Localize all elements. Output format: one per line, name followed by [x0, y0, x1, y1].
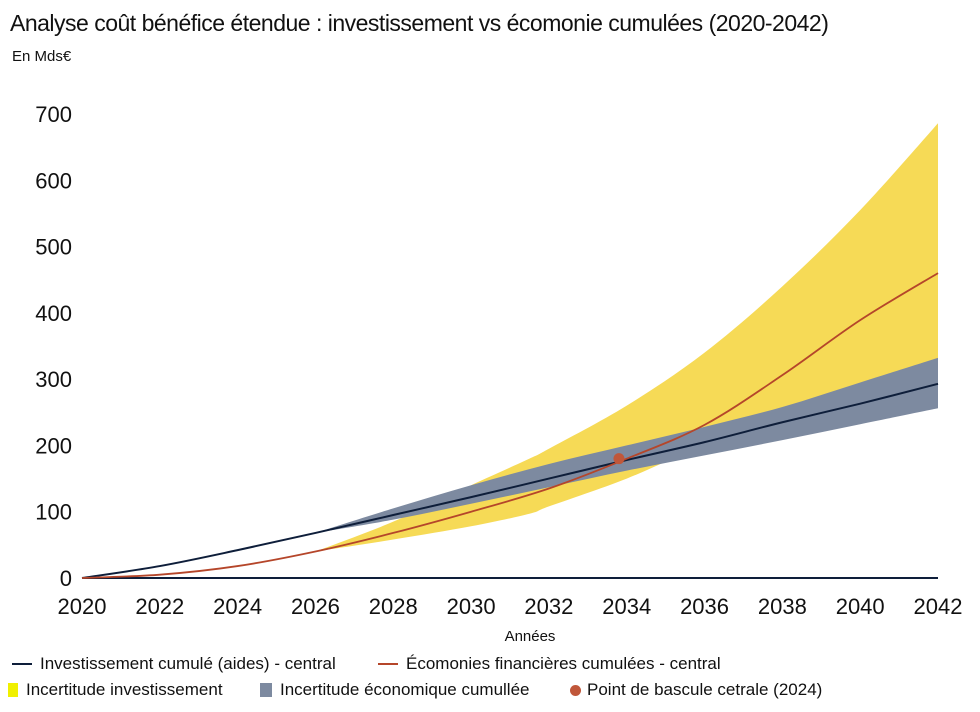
series-line-3 [81, 272, 939, 579]
legend-label: Investissement cumulé (aides) - central [40, 654, 336, 673]
y-tick-label: 700 [35, 102, 72, 127]
legend-label: Incertitude économique cumullée [280, 680, 530, 699]
x-axis-label: Années [505, 628, 556, 645]
legend-dot-swatch [570, 684, 581, 696]
legend-item-economic-uncertainty: Incertitude économique cumullée [260, 680, 529, 700]
x-tick-label: 2020 [58, 594, 107, 619]
x-tick-label: 2040 [836, 594, 885, 619]
y-tick-label: 400 [35, 301, 72, 326]
legend-label: Point de bascule cetrale (2024) [587, 680, 823, 699]
y-tick-label: 100 [35, 500, 72, 525]
band-0 [315, 123, 938, 552]
y-tick-label: 300 [35, 367, 72, 392]
legend-label: Incertitude investissement [26, 680, 223, 699]
x-tick-label: 2026 [291, 594, 340, 619]
legend-item-savings: Écomonies financières cumulées - central [378, 654, 721, 674]
legend-line-swatch [12, 663, 32, 665]
y-tick-label: 600 [35, 168, 72, 193]
x-tick-label: 2042 [914, 594, 963, 619]
x-tick-label: 2038 [758, 594, 807, 619]
legend-square-swatch [260, 683, 272, 697]
legend-item-investment-uncertainty: Incertitude investissement [8, 680, 223, 700]
chart-title: Analyse coût bénéfice étendue : investis… [10, 10, 829, 36]
y-tick-label: 500 [35, 235, 72, 260]
y-tick-label: 200 [35, 433, 72, 458]
legend-item-tipping-point: Point de bascule cetrale (2024) [570, 680, 822, 700]
legend-label: Écomonies financières cumulées - central [406, 654, 721, 673]
x-tick-label: 2030 [447, 594, 496, 619]
legend-line-swatch [378, 663, 398, 665]
x-tick-label: 2032 [524, 594, 573, 619]
tipping-point-marker [613, 453, 625, 465]
legend-item-investment: Investissement cumulé (aides) - central [12, 654, 336, 674]
x-tick-label: 2028 [369, 594, 418, 619]
x-tick-label: 2034 [602, 594, 651, 619]
legend-square-swatch [8, 683, 18, 697]
x-tick-label: 2022 [135, 594, 184, 619]
band-1 [315, 357, 938, 533]
series-line-2 [81, 382, 939, 579]
x-tick-label: 2036 [680, 594, 729, 619]
y-tick-label: 0 [60, 566, 72, 591]
y-axis-unit-label: En Mds€ [12, 48, 72, 65]
x-tick-label: 2024 [213, 594, 262, 619]
